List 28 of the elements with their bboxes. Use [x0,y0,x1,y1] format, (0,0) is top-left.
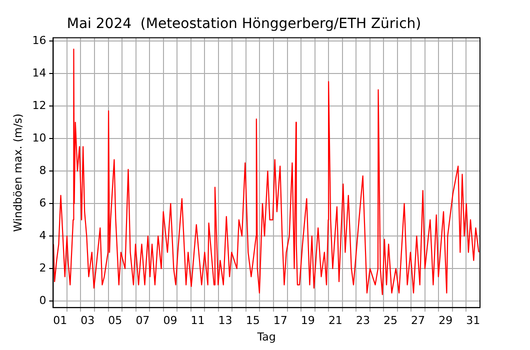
y-tick-label: 16 [32,34,46,47]
x-axis-title: Tag [256,330,276,344]
x-tick-label: 25 [384,314,398,328]
y-tick-label: 4 [39,228,46,242]
x-tick-label: 29 [438,314,453,328]
y-tick-label: 8 [39,164,46,177]
x-tick-label: 11 [190,314,205,328]
x-tick-label: 19 [300,314,315,328]
x-tick-label: 05 [108,314,122,328]
y-tick-label: 6 [39,196,46,210]
x-tick-label: 27 [411,314,426,328]
x-tick-label: 17 [273,314,288,328]
x-tick-label: 23 [356,314,370,328]
y-tick-label: 12 [32,98,46,112]
y-tick-label: 10 [32,131,46,144]
y-tick-label: 14 [32,66,46,80]
x-tick-label: 03 [80,314,95,328]
y-axis-title: Windböen max. (m/s) [11,114,24,232]
chart-title: Mai 2024 (Meteostation Hönggerberg/ETH Zürich) [66,16,422,32]
x-tick-label: 15 [246,314,260,328]
y-tick-label: 2 [39,261,46,274]
x-tick-label: 01 [53,314,68,328]
x-tick-label: 09 [163,314,178,328]
x-tick-label: 13 [218,314,232,328]
x-tick-label: 21 [328,314,342,328]
x-tick-label: 07 [136,314,150,328]
x-tick-label: 31 [466,314,480,328]
y-tick-label: 0 [39,294,46,307]
